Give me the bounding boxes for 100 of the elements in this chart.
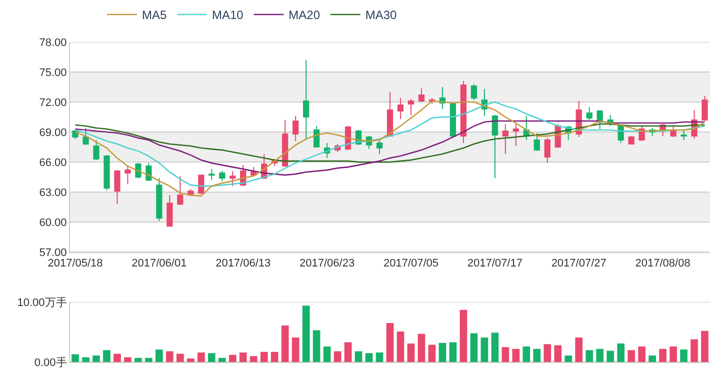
bar xyxy=(166,351,174,362)
candlestick xyxy=(124,166,131,185)
candlestick xyxy=(93,140,100,161)
bar xyxy=(302,306,310,362)
bar xyxy=(491,332,499,362)
line-series xyxy=(74,120,706,176)
candlestick xyxy=(386,92,394,137)
bar xyxy=(134,358,142,362)
x-tick-label: 2017/07/17 xyxy=(467,257,522,270)
candlestick xyxy=(418,88,425,103)
bar xyxy=(103,350,110,362)
x-tick-label: 2017/06/13 xyxy=(216,257,271,270)
y-tick-label: 72.00 xyxy=(39,96,67,109)
bar xyxy=(586,350,594,362)
bar xyxy=(533,348,541,362)
bar xyxy=(502,347,510,362)
candlestick xyxy=(638,126,645,142)
bar xyxy=(554,345,562,362)
candlestick xyxy=(450,102,456,138)
y-tick-label: 57.00 xyxy=(39,246,67,259)
bar xyxy=(428,344,436,362)
bar xyxy=(512,348,520,362)
candlestick xyxy=(470,83,477,101)
bar xyxy=(114,354,121,362)
bar xyxy=(407,343,415,362)
y-tick-label: 10.00万手 xyxy=(17,296,67,309)
candlestick xyxy=(313,126,320,148)
bar xyxy=(680,350,688,362)
bar xyxy=(344,342,352,362)
x-tick-label: 2017/07/27 xyxy=(551,257,606,270)
bar xyxy=(396,331,404,362)
bar xyxy=(145,358,152,362)
candlestick xyxy=(680,130,687,141)
candlestick xyxy=(104,154,110,191)
bar xyxy=(250,356,258,362)
bar xyxy=(575,337,583,362)
y-tick-label: 78.00 xyxy=(39,36,67,49)
candlestick xyxy=(303,59,310,141)
x-tick-label: 2017/07/05 xyxy=(383,257,439,270)
legend-label: MA20 xyxy=(288,8,320,22)
y-tick-label: 60.00 xyxy=(39,216,67,229)
bar xyxy=(92,356,100,362)
bar xyxy=(659,348,666,362)
bar xyxy=(522,346,530,362)
bar xyxy=(596,348,604,362)
candlestick xyxy=(208,168,215,181)
y-tick-label: 0.00手 xyxy=(34,356,67,369)
bar xyxy=(186,358,194,362)
candlestick xyxy=(544,138,550,164)
legend-label: MA5 xyxy=(142,8,167,22)
bar xyxy=(648,356,656,362)
bar xyxy=(670,346,677,362)
candlestick xyxy=(292,116,299,142)
bar xyxy=(176,354,184,362)
y-tick-label: 66.00 xyxy=(39,156,67,169)
candlestick xyxy=(219,170,226,182)
bar xyxy=(544,344,552,362)
bar xyxy=(281,325,289,362)
legend-label: MA30 xyxy=(365,8,398,22)
candlestick xyxy=(534,132,540,152)
bar xyxy=(638,346,646,362)
candlestick xyxy=(282,120,288,167)
bar xyxy=(239,352,247,362)
bar xyxy=(312,330,320,362)
x-tick-label: 2017/06/01 xyxy=(132,257,187,270)
candlestick xyxy=(156,178,162,222)
candlestick xyxy=(166,194,173,227)
bar xyxy=(72,354,79,362)
bar xyxy=(156,350,163,362)
bar xyxy=(480,337,488,362)
bar xyxy=(270,352,278,362)
bar xyxy=(82,357,90,362)
y-tick-label: 69.00 xyxy=(39,126,67,139)
bar xyxy=(606,350,614,362)
bar xyxy=(438,342,446,362)
legend-label: MA10 xyxy=(212,8,244,22)
candlestick xyxy=(492,114,498,179)
bar xyxy=(365,353,373,362)
candlestick xyxy=(628,136,634,145)
bar xyxy=(418,334,426,362)
candlestick xyxy=(512,124,519,147)
bar xyxy=(376,352,384,362)
bar xyxy=(124,357,132,362)
candlestick xyxy=(376,140,383,155)
candlestick xyxy=(460,80,467,144)
candlestick xyxy=(230,170,236,187)
bar xyxy=(260,352,268,362)
bar xyxy=(228,354,236,362)
x-tick-label: 2017/06/23 xyxy=(300,257,355,270)
bar xyxy=(323,346,331,362)
bar xyxy=(470,333,478,362)
bar xyxy=(449,342,457,362)
candlestick xyxy=(408,98,414,116)
bar xyxy=(460,310,468,362)
candlestick xyxy=(82,128,89,146)
bar xyxy=(386,323,394,362)
bar xyxy=(197,352,205,362)
bar xyxy=(292,337,300,362)
y-tick-label: 63.00 xyxy=(39,186,67,199)
candlestick xyxy=(586,106,592,121)
